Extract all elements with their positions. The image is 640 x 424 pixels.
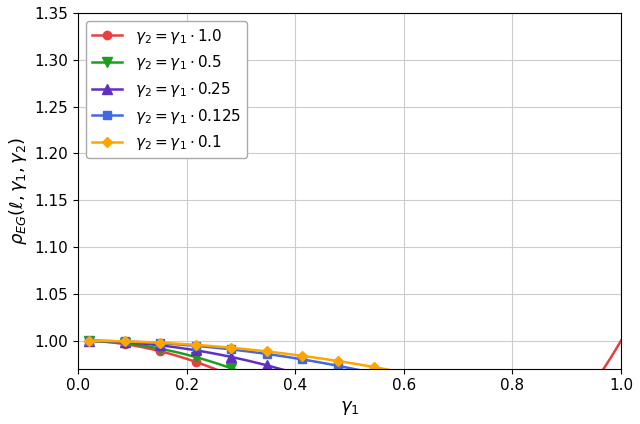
$\gamma_2 = \gamma_1 \cdot 0.1$ — [534, 402, 541, 407]
Line: $\gamma_2 = \gamma_1 \cdot 0.5$: $\gamma_2 = \gamma_1 \cdot 0.5$ — [84, 336, 626, 424]
X-axis label: $\gamma_1$: $\gamma_1$ — [340, 399, 359, 417]
$\gamma_2 = \gamma_1 \cdot 0.5$ — [85, 338, 93, 343]
$\gamma_2 = \gamma_1 \cdot 0.25$ — [87, 338, 95, 343]
$\gamma_2 = \gamma_1 \cdot 1.0$ — [569, 407, 577, 412]
Y-axis label: $\rho_{EG}(\ell, \gamma_1, \gamma_2)$: $\rho_{EG}(\ell, \gamma_1, \gamma_2)$ — [7, 137, 29, 245]
Line: $\gamma_2 = \gamma_1 \cdot 1.0$: $\gamma_2 = \gamma_1 \cdot 1.0$ — [84, 337, 625, 424]
$\gamma_2 = \gamma_1 \cdot 0.1$ — [402, 371, 410, 376]
$\gamma_2 = \gamma_1 \cdot 1.0$ — [85, 338, 93, 343]
$\gamma_2 = \gamma_1 \cdot 1.0$ — [617, 338, 625, 343]
$\gamma_2 = \gamma_1 \cdot 0.5$ — [87, 338, 95, 343]
$\gamma_2 = \gamma_1 \cdot 0.25$ — [402, 412, 410, 417]
$\gamma_2 = \gamma_1 \cdot 0.125$ — [534, 416, 541, 421]
$\gamma_2 = \gamma_1 \cdot 0.1$ — [567, 411, 575, 416]
$\gamma_2 = \gamma_1 \cdot 0.125$ — [400, 377, 408, 382]
$\gamma_2 = \gamma_1 \cdot 0.25$ — [85, 338, 93, 343]
$\gamma_2 = \gamma_1 \cdot 0.125$ — [87, 338, 95, 343]
Line: $\gamma_2 = \gamma_1 \cdot 0.25$: $\gamma_2 = \gamma_1 \cdot 0.25$ — [84, 336, 626, 424]
$\gamma_2 = \gamma_1 \cdot 0.125$ — [411, 380, 419, 385]
$\gamma_2 = \gamma_1 \cdot 0.1$ — [400, 370, 408, 375]
$\gamma_2 = \gamma_1 \cdot 0.1$ — [411, 372, 419, 377]
$\gamma_2 = \gamma_1 \cdot 0.1$ — [87, 338, 95, 343]
$\gamma_2 = \gamma_1 \cdot 0.125$ — [402, 378, 410, 383]
$\gamma_2 = \gamma_1 \cdot 0.25$ — [400, 411, 408, 416]
Legend: $\gamma_2 = \gamma_1 \cdot 1.0$, $\gamma_2 = \gamma_1 \cdot 0.5$, $\gamma_2 = \g: $\gamma_2 = \gamma_1 \cdot 1.0$, $\gamma… — [86, 21, 247, 158]
$\gamma_2 = \gamma_1 \cdot 1.0$ — [87, 338, 95, 343]
$\gamma_2 = \gamma_1 \cdot 0.125$ — [85, 338, 93, 343]
$\gamma_2 = \gamma_1 \cdot 0.25$ — [411, 416, 419, 421]
Line: $\gamma_2 = \gamma_1 \cdot 0.1$: $\gamma_2 = \gamma_1 \cdot 0.1$ — [86, 337, 625, 424]
Line: $\gamma_2 = \gamma_1 \cdot 0.125$: $\gamma_2 = \gamma_1 \cdot 0.125$ — [84, 337, 625, 424]
$\gamma_2 = \gamma_1 \cdot 0.1$ — [85, 338, 93, 343]
